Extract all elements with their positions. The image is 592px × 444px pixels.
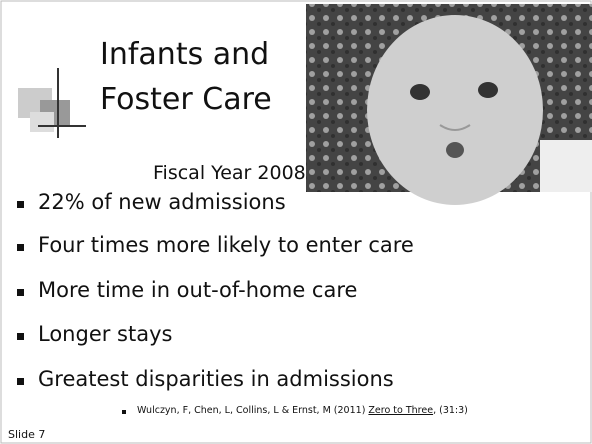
bullet-text: More time in out-of-home care: [38, 278, 357, 302]
slide-number: Slide 7: [8, 428, 45, 441]
title-line: Foster Care: [100, 82, 272, 117]
bullet-text: Longer stays: [38, 322, 172, 346]
slide: Infants and Foster Care Fiscal Year 2008…: [0, 0, 592, 444]
citation: Wulczyn, F, Chen, L, Collins, L & Ernst,…: [137, 405, 468, 416]
bullet-marker: [17, 333, 24, 340]
bullet-text: 22% of new admissions: [38, 190, 286, 214]
citation-text: , (31:3): [433, 405, 468, 416]
bullet-marker: [17, 378, 24, 385]
baby-photo: [306, 4, 592, 205]
bullet-text: Greatest disparities in admissions: [38, 367, 394, 391]
citation-source: Zero to Three: [368, 405, 433, 416]
bullet-text: Four times more likely to enter care: [38, 233, 414, 257]
subtitle: Fiscal Year 2008: [153, 162, 306, 184]
bullet-marker: [122, 410, 126, 414]
citation-text: Wulczyn, F, Chen, L, Collins, L & Ernst,…: [137, 405, 368, 416]
bullet-marker: [17, 244, 24, 251]
deco-square: [30, 112, 54, 132]
title-line: Infants and: [100, 37, 269, 72]
bullet-marker: [17, 289, 24, 296]
bullet-marker: [17, 201, 24, 208]
